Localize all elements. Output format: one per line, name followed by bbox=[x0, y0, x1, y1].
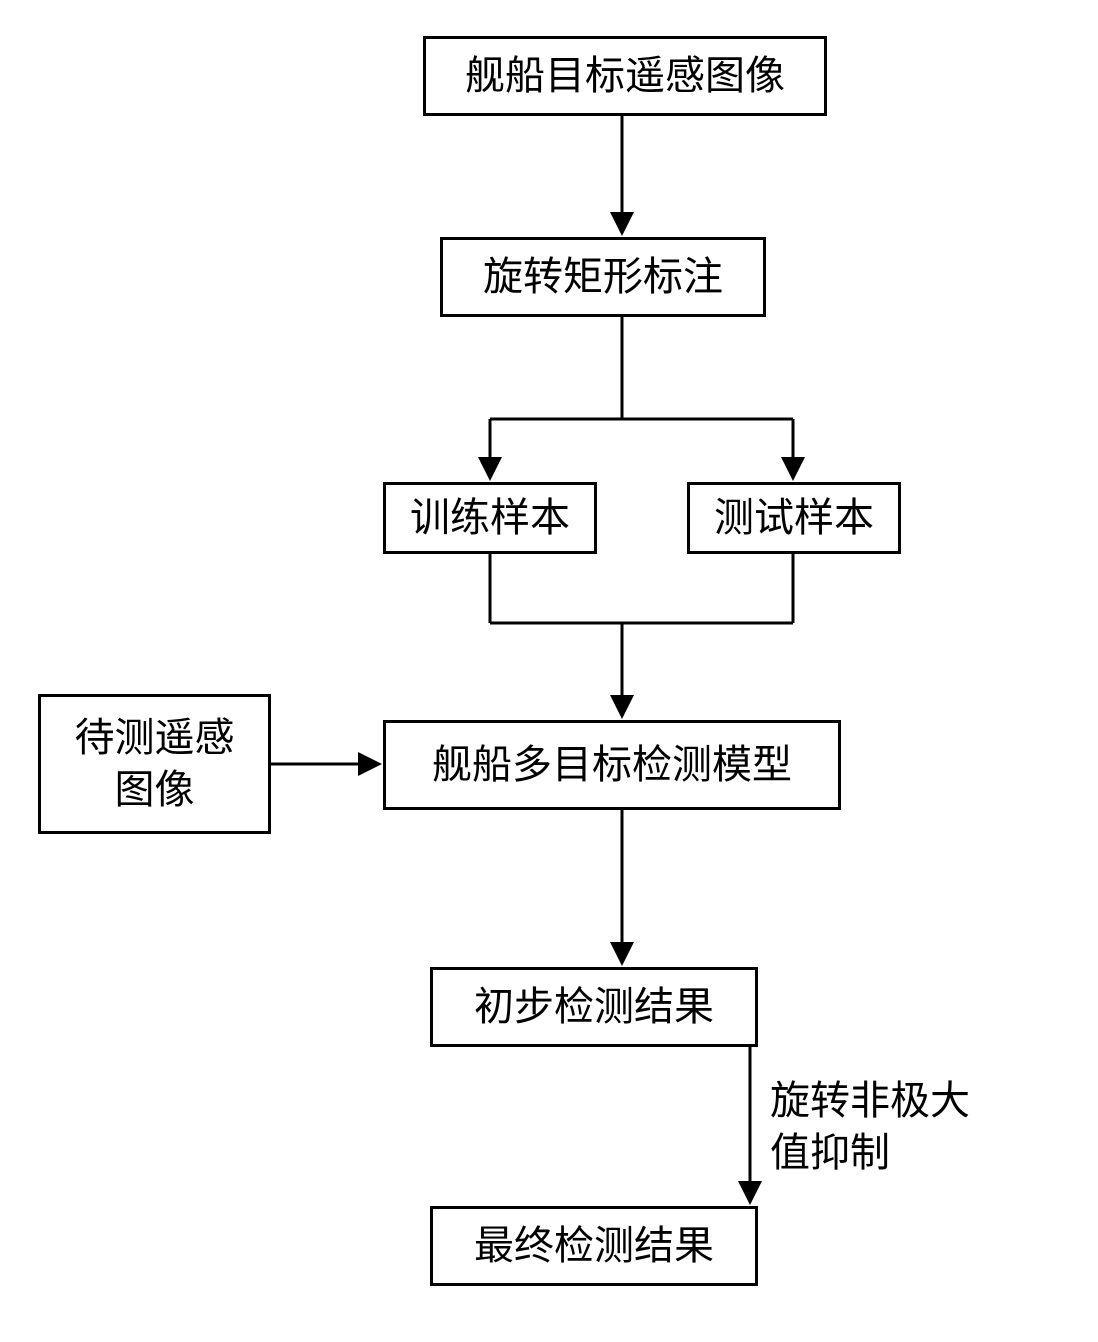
node-ship-multi-target-detection-model: 舰船多目标检测模型 bbox=[383, 720, 841, 810]
node-final-detection-result: 最终检测结果 bbox=[430, 1206, 758, 1286]
node-label: 训练样本 bbox=[410, 492, 570, 544]
node-label: 待测遥感图像 bbox=[75, 712, 235, 816]
node-input-remote-sensing-image: 待测遥感图像 bbox=[38, 694, 271, 834]
edge-annotation-rotated-nms: 旋转非极大值抑制 bbox=[770, 1075, 970, 1179]
node-rotated-rect-annotation: 旋转矩形标注 bbox=[440, 237, 766, 317]
node-preliminary-detection-result: 初步检测结果 bbox=[430, 967, 758, 1047]
node-remote-sensing-image: 舰船目标遥感图像 bbox=[423, 36, 827, 116]
annotation-text: 旋转非极大值抑制 bbox=[770, 1078, 970, 1175]
node-label: 初步检测结果 bbox=[474, 981, 714, 1033]
node-test-samples: 测试样本 bbox=[687, 482, 901, 554]
node-label: 舰船多目标检测模型 bbox=[432, 739, 792, 791]
node-label: 旋转矩形标注 bbox=[483, 251, 723, 303]
node-label: 舰船目标遥感图像 bbox=[465, 50, 785, 102]
node-label: 最终检测结果 bbox=[474, 1220, 714, 1272]
node-label: 测试样本 bbox=[714, 492, 874, 544]
node-training-samples: 训练样本 bbox=[383, 482, 597, 554]
